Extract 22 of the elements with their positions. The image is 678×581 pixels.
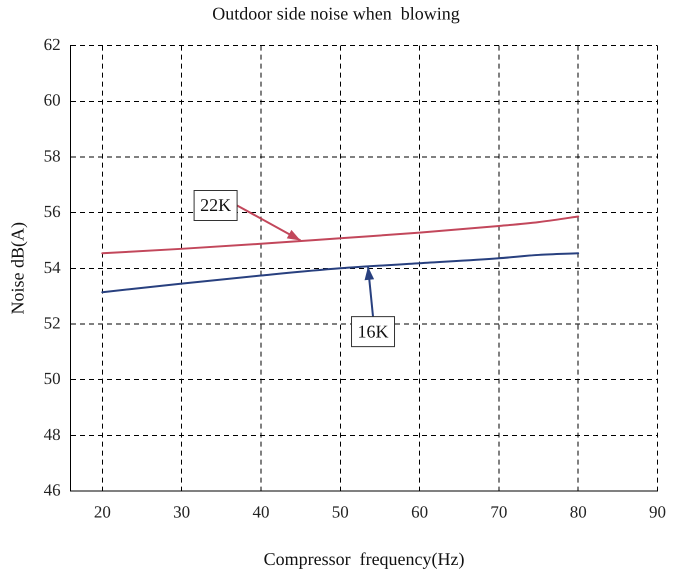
y-tick-label: 60 (44, 90, 61, 110)
y-tick-label: 46 (44, 480, 61, 500)
x-tick-label: 90 (649, 502, 666, 522)
chart-title: Outdoor side noise when blowing (212, 4, 460, 24)
y-tick-label: 56 (44, 202, 61, 222)
y-axis-title: Noise dB(A) (8, 222, 28, 315)
y-tick-label: 48 (44, 424, 61, 444)
annotation: 16K (358, 321, 389, 342)
x-tick-label: 60 (411, 502, 428, 522)
y-tick-label: 54 (44, 258, 62, 277)
x-axis-title: Compressor frequency(Hz) (264, 548, 465, 569)
y-tick-label: 52 (44, 313, 61, 332)
x-tick-label: 70 (490, 502, 508, 522)
y-tick-label: 50 (44, 369, 61, 388)
x-tick-label: 40 (252, 502, 270, 522)
annotation: 22K (200, 195, 232, 216)
y-tick-label: 58 (44, 146, 61, 166)
x-tick-label: 20 (94, 502, 111, 522)
x-tick-label: 50 (332, 502, 349, 522)
y-tick-label: 62 (44, 35, 61, 54)
x-tick-label: 80 (570, 502, 587, 522)
x-tick-label: 30 (173, 502, 190, 522)
